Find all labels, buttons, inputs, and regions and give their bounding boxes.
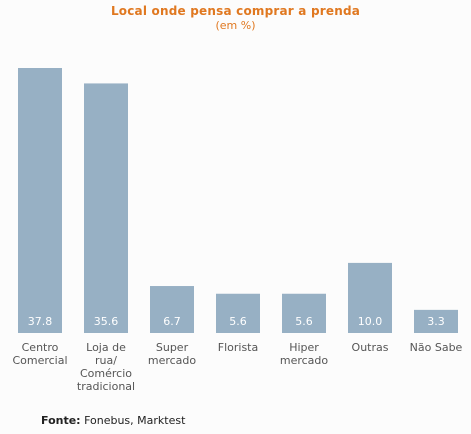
bar-1 [84,83,128,333]
category-label-2-line-1: mercado [148,354,197,367]
category-label-1-line-3: tradicional [77,380,135,393]
bar-2 [150,286,194,333]
category-label-0-line-1: Comercial [12,354,67,367]
source-text: Fonebus, Marktest [84,414,186,427]
bar-value-label-4: 5.6 [295,315,313,328]
category-label-4-line-1: mercado [280,354,329,367]
bar-value-label-5: 10.0 [358,315,383,328]
category-label-3-line-0: Florista [218,341,258,354]
bar-value-label-1: 35.6 [94,315,119,328]
chart-title: Local onde pensa comprar a prenda [110,4,361,18]
bar-0 [18,68,62,333]
bar-4 [282,293,326,333]
bar-3 [216,293,260,333]
source-note: Fonte: Fonebus, Marktest [41,414,185,427]
category-label-0-line-0: Centro [22,341,59,354]
category-label-5-line-0: Outras [352,341,389,354]
bar-value-label-3: 5.6 [229,315,247,328]
bar-value-label-0: 37.8 [28,315,53,328]
category-label-1-line-1: rua/ [95,354,117,367]
bar-5 [348,262,392,333]
bar-6 [414,309,458,333]
category-label-2-line-0: Super [156,341,189,354]
category-label-1-line-2: Comércio [80,367,132,380]
category-label-1-line-0: Loja de [86,341,126,354]
bar-value-label-2: 6.7 [163,315,181,328]
chart-subtitle: (em %) [215,19,256,32]
source-label: Fonte: [41,414,81,427]
bar-value-label-6: 3.3 [427,315,445,328]
category-label-4-line-0: Hiper [289,341,319,354]
category-label-6-line-0: Não Sabe [410,341,463,354]
